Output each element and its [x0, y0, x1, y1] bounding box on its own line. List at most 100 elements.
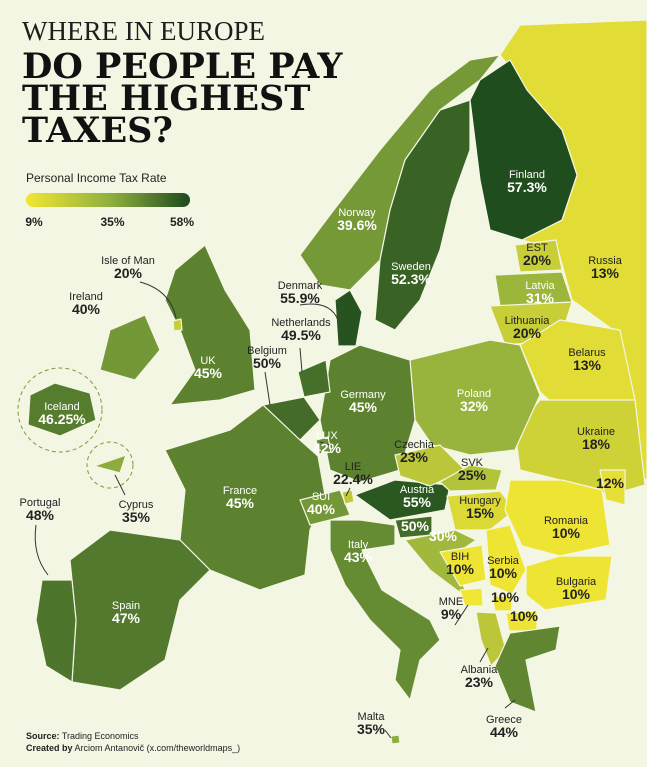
country-name: Belarus	[568, 347, 606, 359]
country-name: Belgium	[247, 345, 287, 357]
country-name: Greece	[486, 714, 522, 726]
tax-rate: 20%	[513, 325, 542, 341]
country-name: Italy	[348, 539, 369, 551]
region	[315, 436, 332, 455]
country-name: Romania	[544, 515, 589, 527]
legend-tick-label: 35%	[101, 215, 125, 229]
country-name: Denmark	[278, 280, 323, 292]
region	[35, 579, 77, 683]
region	[409, 339, 541, 456]
country-name: Germany	[340, 389, 386, 401]
tax-rate: 30%	[429, 528, 458, 544]
tax-rate: 46.25%	[38, 411, 86, 427]
region	[93, 454, 127, 474]
region	[459, 587, 484, 607]
country-name: BIH	[451, 551, 469, 563]
region	[485, 524, 527, 595]
arrow	[384, 729, 392, 739]
arrow	[264, 371, 271, 406]
tax-rate: 39.6%	[337, 217, 377, 233]
arrow	[454, 604, 469, 626]
tax-rate: 57.3%	[507, 179, 547, 195]
country-name: Ukraine	[577, 426, 615, 438]
region	[172, 318, 183, 332]
country-name: Albania	[461, 664, 499, 676]
tax-rate: 23%	[400, 449, 429, 465]
credit: Created by Arciom Antanovič (x.com/thewo…	[26, 743, 240, 753]
arrow	[139, 281, 177, 319]
country-name: Isle of Man	[101, 255, 155, 267]
inset-circle	[17, 367, 103, 453]
land	[17, 19, 647, 745]
title-line: DO PEOPLE PAY	[22, 46, 343, 87]
tax-rate: 43%	[344, 549, 373, 565]
region	[491, 595, 513, 612]
country-name: LIE	[345, 461, 362, 473]
tax-rate: 10%	[552, 525, 581, 541]
country-name: MNE	[439, 596, 463, 608]
region	[299, 54, 501, 291]
region	[334, 289, 363, 347]
tax-rate: 32%	[460, 398, 489, 414]
region	[504, 479, 611, 557]
tax-rate: 55.9%	[280, 290, 320, 306]
tax-rate: 49.5%	[281, 327, 321, 343]
title-line: WHERE IN EUROPE	[22, 16, 265, 46]
tax-rate: 20%	[523, 252, 552, 268]
tax-rate: 31%	[526, 290, 555, 306]
tax-rate: 10%	[510, 608, 539, 624]
legend-tick-label: 9%	[25, 215, 43, 229]
arrow	[34, 524, 49, 576]
region	[514, 239, 563, 273]
country-name: Netherlands	[271, 317, 331, 329]
tax-rate: 13%	[591, 265, 620, 281]
country-name: Hungary	[459, 495, 501, 507]
tax-rate: 18%	[582, 436, 611, 452]
tax-rate: 25%	[458, 467, 487, 483]
tax-rate: 10%	[489, 565, 518, 581]
title-line: TAXES?	[22, 110, 173, 151]
tax-rate: 50%	[401, 518, 430, 534]
tax-rate: 50%	[253, 355, 282, 371]
tax-rate: 12%	[596, 475, 625, 491]
region	[469, 59, 578, 241]
region	[297, 359, 331, 398]
country-name: UK	[200, 355, 216, 367]
legend-ticks: 9% 35% 58%	[25, 215, 194, 229]
tax-rate: 45%	[226, 495, 255, 511]
tax-rate: 45%	[349, 399, 378, 415]
region	[299, 489, 351, 526]
country-name: Czechia	[394, 439, 435, 451]
country-name: Lithuania	[505, 315, 551, 327]
country-name: France	[223, 485, 257, 497]
inset-circle	[86, 441, 134, 489]
tax-rate: 40%	[307, 501, 336, 517]
arrow	[319, 441, 331, 446]
arrow	[345, 487, 351, 497]
credit-label: Created by	[26, 743, 73, 753]
country-name: Spain	[112, 600, 140, 612]
tax-rate: 55%	[403, 494, 432, 510]
region	[599, 469, 626, 506]
country-name: Serbia	[487, 555, 520, 567]
country-name: Russia	[588, 255, 623, 267]
legend-title: Personal Income Tax Rate	[26, 171, 167, 185]
country-name: Sweden	[391, 261, 431, 273]
title-line: THE HIGHEST	[22, 78, 310, 119]
region	[439, 544, 487, 587]
country-name: SVK	[461, 457, 484, 469]
tax-rate: 20%	[114, 265, 143, 281]
tax-rate: 10%	[562, 586, 591, 602]
region	[374, 99, 471, 331]
tax-rate: 13%	[573, 357, 602, 373]
tax-rate: 15%	[466, 505, 495, 521]
country-name: Ireland	[69, 291, 103, 303]
region	[525, 555, 613, 611]
country-name: Portugal	[20, 497, 61, 509]
arrow	[114, 474, 126, 496]
region	[439, 464, 503, 492]
region	[446, 490, 516, 531]
region	[329, 519, 441, 701]
credit-text: Arciom Antanovič (x.com/theworldmaps_)	[75, 743, 241, 753]
region	[390, 734, 401, 745]
